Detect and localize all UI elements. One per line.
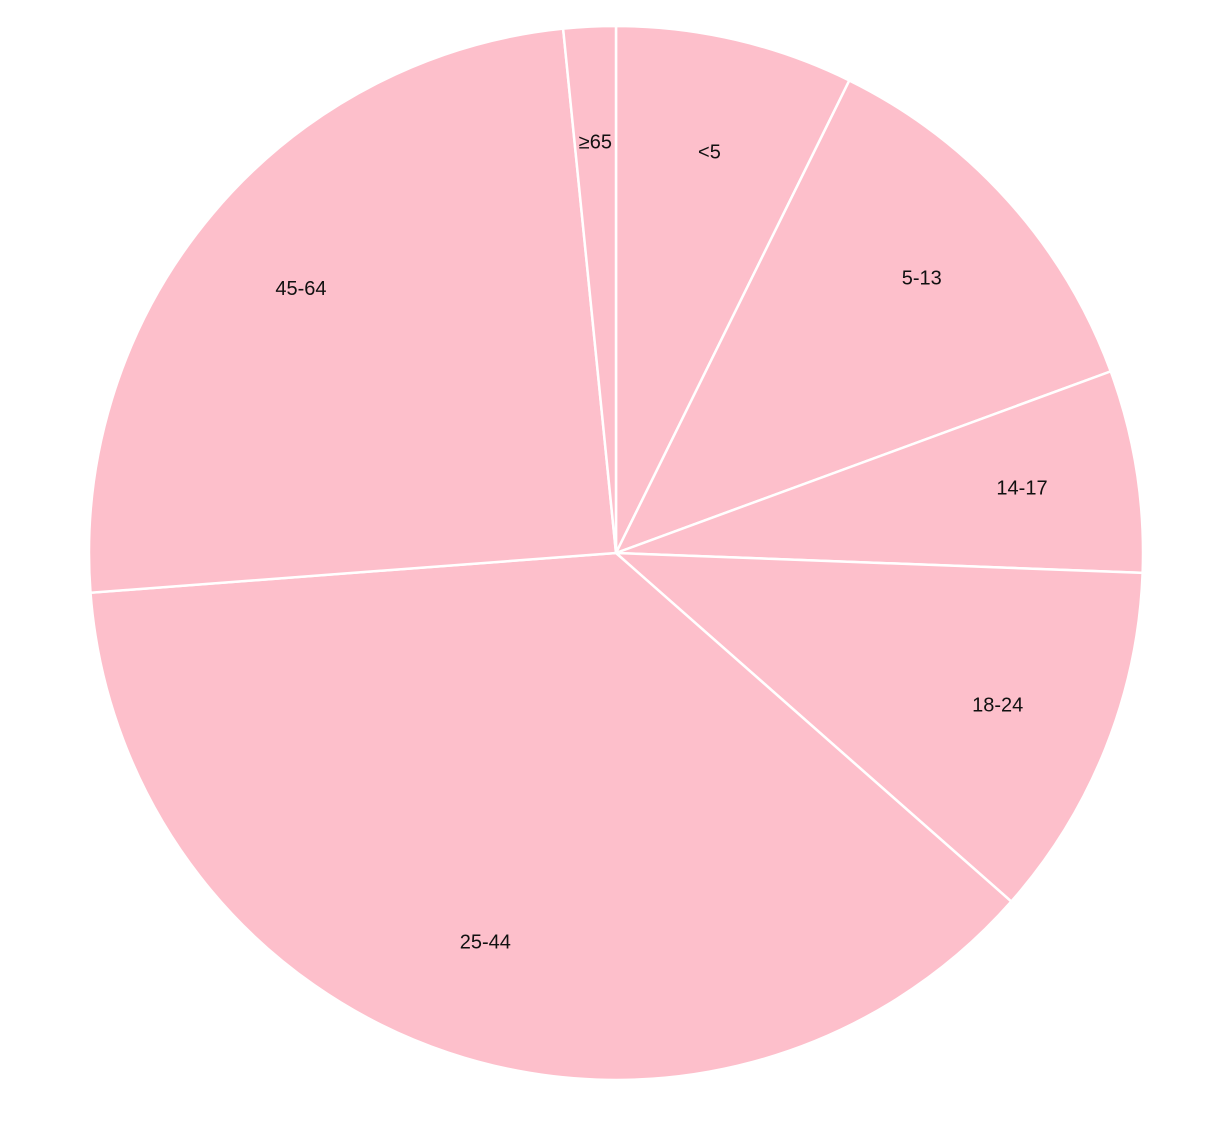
- pie-slice-1[interactable]: [613, 78, 1113, 556]
- pie-label-0: <5: [698, 142, 721, 164]
- pie-slices: [87, 24, 1145, 1082]
- pie-labels: <5 5-13 14-17 18-24 25-44 45-64 ≥65: [275, 131, 1047, 953]
- pie-slice-5[interactable]: [87, 27, 618, 595]
- pie-slice-6[interactable]: [561, 24, 618, 554]
- pie-slice-4[interactable]: [89, 551, 1014, 1082]
- pie-slice-0[interactable]: [614, 24, 852, 554]
- pie-label-5: 45-64: [275, 278, 326, 300]
- pie-label-2: 14-17: [996, 478, 1047, 500]
- pie-slice-2[interactable]: [615, 369, 1145, 575]
- pie-label-6: ≥65: [579, 131, 612, 153]
- pie-label-4: 25-44: [460, 932, 511, 954]
- pie-slice-3[interactable]: [612, 551, 1144, 904]
- pie-label-3: 18-24: [972, 695, 1023, 717]
- pie-label-1: 5-13: [902, 267, 942, 289]
